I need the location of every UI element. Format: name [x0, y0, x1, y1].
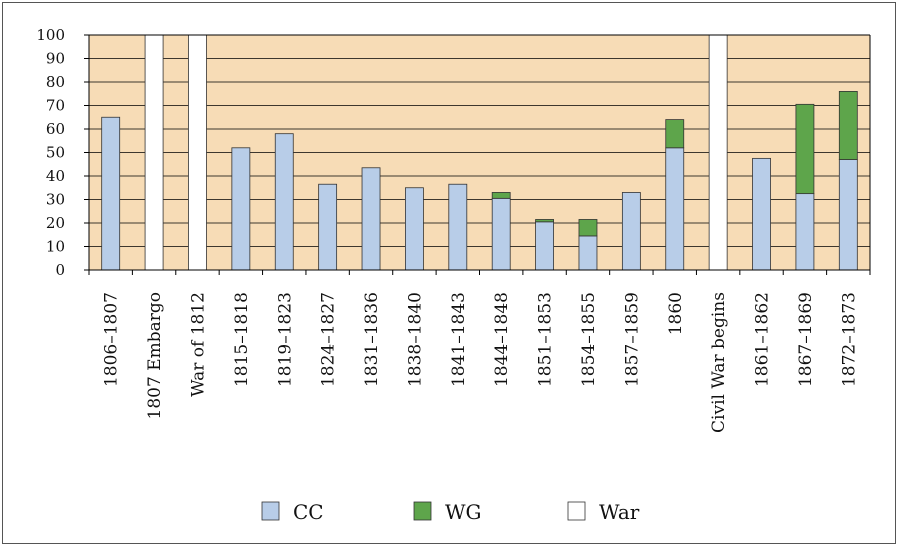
- bar-wg-10: [535, 219, 554, 223]
- y-tick-label: 90: [46, 50, 65, 68]
- y-tick-label: 30: [46, 191, 65, 209]
- axes: [88, 34, 871, 275]
- y-tick-label: 0: [55, 261, 65, 279]
- x-tick-label: Civil War begins: [709, 292, 729, 433]
- bar-war-2: [188, 34, 207, 271]
- legend-label-wg: WG: [445, 500, 482, 524]
- x-tick-label: 1861–1862: [753, 292, 773, 387]
- x-tick-label: 1815–1818: [232, 292, 252, 387]
- y-tick-label: 50: [46, 144, 65, 162]
- x-tick-label: 1824–1827: [319, 292, 339, 387]
- x-tick-label: 1854–1855: [579, 292, 599, 387]
- bar-cc-0: [101, 116, 121, 271]
- bar-cc-3: [231, 147, 251, 271]
- x-tick-label: 1860: [666, 292, 686, 335]
- x-tick-label: 1851–1853: [536, 292, 556, 387]
- x-tick-label: 1841–1843: [449, 292, 469, 387]
- bar-cc-5: [318, 183, 338, 271]
- bar-cc-4: [274, 133, 294, 271]
- bar-cc-17: [838, 159, 858, 271]
- legend-label-war: War: [599, 500, 640, 524]
- y-tick-label: 40: [46, 167, 65, 185]
- x-tick-label: 1838–1840: [405, 292, 425, 387]
- bar-cc-6: [361, 167, 381, 271]
- x-tick-label: 1867–1869: [796, 292, 816, 387]
- y-tick-label: 70: [46, 97, 65, 115]
- y-tick-label: 10: [46, 238, 65, 256]
- bar-wg-9: [491, 192, 511, 199]
- x-tick-label: 1819–1823: [275, 292, 295, 387]
- bar-war-1: [144, 34, 164, 271]
- bar-cc-11: [578, 235, 598, 271]
- bar-wg-13: [665, 119, 685, 149]
- y-tick-labels: 0 10 20 30 40 50 60 70 80 90 100: [36, 26, 65, 279]
- bar-cc-8: [448, 183, 468, 271]
- x-tick-labels: 1806–1807 1807 Embargo War of 1812 1815–181…: [102, 292, 860, 433]
- x-tick-label: 1844–1848: [492, 292, 512, 387]
- bar-cc-15: [752, 157, 771, 271]
- bar-cc-9: [491, 197, 511, 271]
- y-tick-label: 80: [46, 73, 65, 91]
- bar-war-14: [708, 34, 728, 271]
- legend-swatch-cc: [261, 501, 280, 521]
- x-tick-label: 1872–1873: [839, 292, 859, 387]
- bar-wg-16: [795, 103, 815, 195]
- legend-swatch-wg: [413, 501, 432, 521]
- bar-wg-17: [838, 91, 858, 160]
- bar-cc-16: [795, 193, 815, 271]
- bars: [101, 34, 858, 271]
- legend: CC WG War: [261, 500, 640, 524]
- x-tick-label: 1831–1836: [362, 292, 382, 387]
- legend-swatch-war: [567, 501, 586, 521]
- x-tick-label: War of 1812: [188, 292, 208, 397]
- bar-cc-10: [535, 221, 554, 271]
- y-tick-label: 20: [46, 214, 65, 232]
- legend-label-cc: CC: [293, 500, 324, 524]
- y-tick-label: 100: [36, 26, 65, 44]
- bar-cc-12: [621, 192, 641, 271]
- bar-cc-13: [665, 147, 685, 271]
- y-tick-label: 60: [46, 120, 65, 138]
- x-tick-label: 1806–1807: [102, 292, 122, 387]
- x-tick-label: 1807 Embargo: [145, 292, 165, 419]
- bar-wg-11: [578, 219, 598, 237]
- x-tick-label: 1857–1859: [622, 292, 642, 387]
- bar-cc-7: [405, 187, 424, 271]
